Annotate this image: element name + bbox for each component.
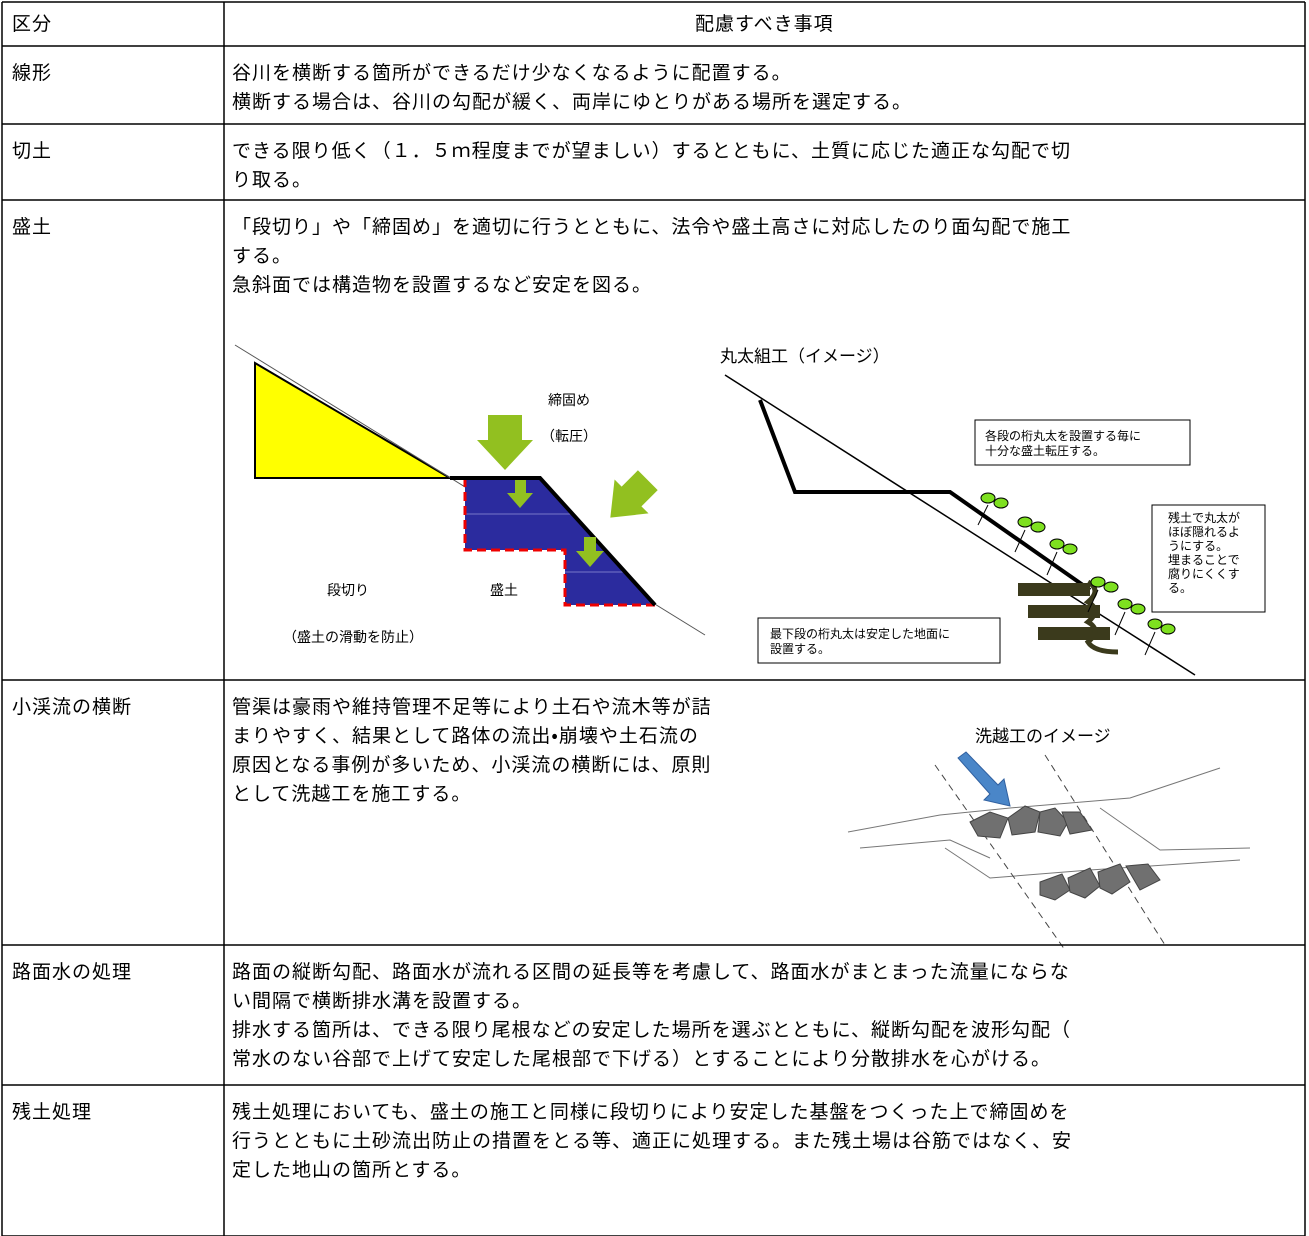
- arrow: [507, 480, 533, 508]
- figure-label: 丸太組工（イメージ）: [720, 347, 890, 367]
- log-end: [1083, 579, 1119, 655]
- body-line: 路面の縦断勾配、路面水が流れる区間の延長等を考慮して、路面水がまとまった流量にな…: [232, 961, 1070, 983]
- body-line: り取る。: [232, 169, 313, 191]
- figure-label: ほぼ隠れるよ: [1168, 525, 1240, 539]
- figure-label: る。: [1168, 581, 1192, 595]
- figure-label: 盛土: [490, 583, 518, 599]
- figure-label: 設置する。: [770, 642, 830, 656]
- figure-label: （盛土の滑動を防止）: [283, 629, 423, 646]
- category-cell: 切土: [12, 140, 53, 162]
- log: [1018, 583, 1090, 596]
- figure-label: 締固め: [548, 392, 590, 409]
- figure-label: 腐りにくくす: [1168, 567, 1240, 581]
- road-edge: [1099, 807, 1251, 851]
- category-cell: 残土処理: [12, 1101, 93, 1123]
- body-line: い間隔で横断排水溝を設置する。: [232, 990, 533, 1012]
- arrow: [477, 415, 533, 470]
- note-box: [1151, 504, 1266, 613]
- road-edge: [847, 767, 1221, 833]
- figure-label: 各段の桁丸太を設置する毎に: [985, 428, 1141, 443]
- figure-label: 段切り: [327, 583, 369, 599]
- figure-label: 洗越工のイメージ: [975, 727, 1111, 747]
- ford-figure: [847, 751, 1251, 951]
- log: [1028, 605, 1100, 618]
- figure-label: 最下段の桁丸太は安定した地面に: [770, 626, 950, 641]
- body-line: まりやすく、結果として路体の流出・崩壊や土石流の: [232, 725, 699, 747]
- body-line: 急斜面では構造物を設置するなど安定を図る。: [232, 274, 653, 296]
- embankment-figure: [234, 344, 706, 636]
- arrow: [576, 537, 604, 567]
- road-edge: [944, 847, 1241, 879]
- body-line: 原因となる事例が多いため、小渓流の横断には、原則: [232, 754, 712, 776]
- bench-line: [463, 478, 655, 607]
- sprouts: [977, 492, 1176, 656]
- log-crib-figure: [724, 374, 1266, 676]
- category-cell: 路面水の処理: [12, 961, 133, 983]
- header-cell: 区分: [12, 13, 53, 35]
- flow-arrow: [957, 751, 1011, 807]
- body-line: できる限り低く（１．５ｍ程度までが望ましい）するとともに、土質に応じた適正な勾配…: [232, 140, 1072, 162]
- body-line: 谷川を横断する箇所ができるだけ少なくなるように配置する。: [232, 62, 792, 84]
- figure-label: 埋まることで: [1168, 553, 1240, 567]
- category-cell: 線形: [12, 62, 53, 84]
- body-line: する。: [232, 245, 293, 267]
- body-line: 常水のない谷部で上げて安定した尾根部で下げる）とすることにより分散排水を心がける…: [232, 1048, 1052, 1070]
- stones: [969, 805, 1161, 901]
- stream-edge: [934, 764, 1066, 951]
- figure-label: 十分な盛土転圧する。: [985, 443, 1105, 458]
- slope-line: [450, 476, 657, 607]
- body-line: 排水する箇所は、できる限り尾根などの安定した場所を選ぶとともに、縦断勾配を波形勾…: [232, 1019, 1072, 1041]
- figure-label: （転圧）: [541, 429, 597, 445]
- ground-line: [724, 374, 1196, 676]
- log: [1038, 627, 1110, 640]
- figure-label: 残土で丸太が: [1168, 510, 1240, 525]
- road-edge: [859, 839, 991, 859]
- stream-edge: [1044, 754, 1166, 946]
- header-cell: 配慮すべき事項: [695, 13, 834, 35]
- category-cell: 盛土: [12, 216, 53, 238]
- cut-area: [254, 361, 454, 479]
- figure-label: うにする。: [1168, 539, 1228, 553]
- body-line: 管渠は豪雨や維持管理不足等により土石や流木等が詰: [232, 696, 712, 718]
- fill-area: [465, 478, 655, 605]
- body-line: 横断する場合は、谷川の勾配が緩く、両岸にゆとりがある場所を選定する。: [232, 91, 913, 113]
- body-line: 「段切り」や「締固め」を適切に行うとともに、法令や盛土高さに対応したのり面勾配で…: [232, 216, 1072, 238]
- body-line: 残土処理においても、盛土の施工と同様に段切りにより安定した基盤をつくった上で締固…: [232, 1101, 1070, 1123]
- body-line: 行うとともに土砂流出防止の措置をとる等、適正に処理する。また残土場は谷筋ではなく…: [232, 1130, 1073, 1152]
- note-box: [974, 419, 1191, 466]
- arrow: [610, 470, 658, 518]
- category-cell: 小渓流の横断: [12, 696, 133, 718]
- note-box: [757, 617, 1001, 664]
- body-line: として洗越工を施工する。: [232, 783, 472, 805]
- body-line: 定した地山の箇所とする。: [232, 1159, 472, 1181]
